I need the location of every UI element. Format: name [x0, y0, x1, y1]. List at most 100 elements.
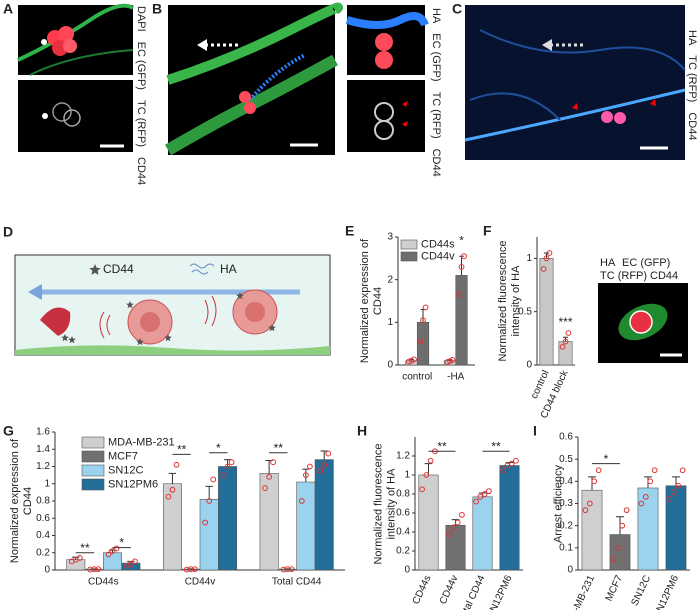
image-shape [375, 33, 393, 51]
data-point [679, 467, 686, 474]
data-point [109, 548, 116, 554]
data-point [508, 460, 515, 467]
data-point [562, 338, 569, 345]
error-bar [320, 450, 328, 460]
data-point [486, 488, 492, 495]
panel-letter: A [3, 1, 13, 17]
data-point [614, 544, 621, 551]
data-point [427, 457, 434, 464]
y-tick-label: 0.2 [36, 547, 50, 558]
data-point [540, 266, 547, 272]
data-point [87, 566, 94, 573]
image-shape [572, 103, 578, 110]
channel-label: TC (RFP) [686, 55, 698, 102]
channel-label: TC (RFP) [135, 100, 147, 147]
data-point [298, 498, 305, 504]
y-tick-label: 2 [387, 274, 393, 285]
y-axis-label: Normalized fluorescence intensity of HA [372, 442, 397, 565]
significance-label: * [216, 441, 221, 455]
image-shape [601, 111, 613, 123]
data-point [132, 558, 138, 565]
bar [218, 466, 238, 571]
y-tick-label: 0.4 [36, 530, 50, 541]
x-tick-label: CD44v [185, 577, 216, 588]
data-point [565, 330, 572, 336]
channel-label: CD44 [135, 157, 147, 185]
legend-label: MDA-MB-231 [108, 436, 175, 448]
y-tick-label: 1 [387, 317, 393, 328]
data-point [422, 304, 429, 311]
data-point [280, 566, 287, 573]
image-shape [52, 102, 72, 122]
image-shape [58, 26, 74, 42]
data-point [543, 255, 550, 262]
significance-label: ** [491, 439, 501, 453]
error-bar [205, 485, 213, 500]
data-point [127, 561, 134, 567]
channel-label: EC (GFP) [622, 257, 670, 269]
y-tick-label: 0.2 [396, 546, 410, 557]
y-tick-label: 0.8 [396, 489, 410, 500]
data-point [325, 450, 332, 457]
bar [665, 485, 687, 571]
channel-label: HA [686, 30, 698, 46]
bar [455, 275, 468, 366]
data-point [477, 493, 484, 500]
significance-label: ** [274, 441, 284, 455]
data-point [220, 472, 227, 479]
data-point [224, 463, 231, 470]
image-shape [345, 12, 429, 29]
x-tick-label: MDA-MB-231 [562, 573, 598, 610]
image-shape [18, 80, 133, 152]
y-axis-label: Arrest efficiency [551, 464, 564, 543]
data-point [623, 507, 630, 514]
y-tick-label: 0.5 [518, 306, 532, 317]
cd44-star [236, 292, 244, 300]
data-point [513, 457, 519, 464]
data-point [317, 467, 324, 474]
channel-label: TC (RFP) [600, 270, 647, 282]
data-point [449, 356, 456, 363]
data-point [228, 459, 235, 466]
error-bar [587, 476, 597, 491]
panel-letter: F [483, 223, 492, 239]
image-shape [18, 5, 133, 75]
y-axis-label: Normalized expression of CD44 [9, 438, 34, 564]
data-point [446, 531, 452, 537]
data-point [411, 356, 417, 363]
y-tick-label: 1.6 [36, 427, 50, 438]
data-point [76, 555, 83, 561]
legend-label: SN12C [108, 464, 144, 476]
panel-letter: I [533, 423, 537, 439]
image-shape [650, 99, 656, 106]
y-tick-label: 3 [387, 232, 393, 243]
image-shape [347, 80, 425, 152]
data-point [458, 263, 465, 270]
data-point [183, 566, 190, 573]
data-point [113, 545, 120, 552]
y-tick-label: 1 [526, 253, 532, 264]
y-tick-label: 1.4 [36, 444, 50, 455]
data-point [95, 566, 102, 573]
image-shape [374, 120, 394, 140]
panel-letter: E [345, 223, 354, 239]
legend-swatch [400, 251, 418, 262]
data-point [461, 253, 467, 260]
panel-letter: C [452, 1, 462, 17]
significance-label: * [119, 536, 124, 550]
image-shape [63, 39, 77, 53]
image-shape [248, 53, 306, 102]
legend-label: CD44v [421, 250, 455, 262]
bar [445, 525, 466, 571]
image-shape [244, 102, 256, 114]
significance-label: ** [437, 439, 447, 453]
legend-label: SN12PM6 [108, 478, 158, 490]
bar [472, 496, 493, 571]
cd44-star [61, 334, 69, 342]
channel-label: CD44 [430, 149, 442, 177]
legend-label: MCF7 [108, 450, 138, 462]
data-point [270, 459, 277, 466]
significance-label: *** [558, 315, 572, 329]
y-tick-label: 1 [44, 478, 50, 489]
